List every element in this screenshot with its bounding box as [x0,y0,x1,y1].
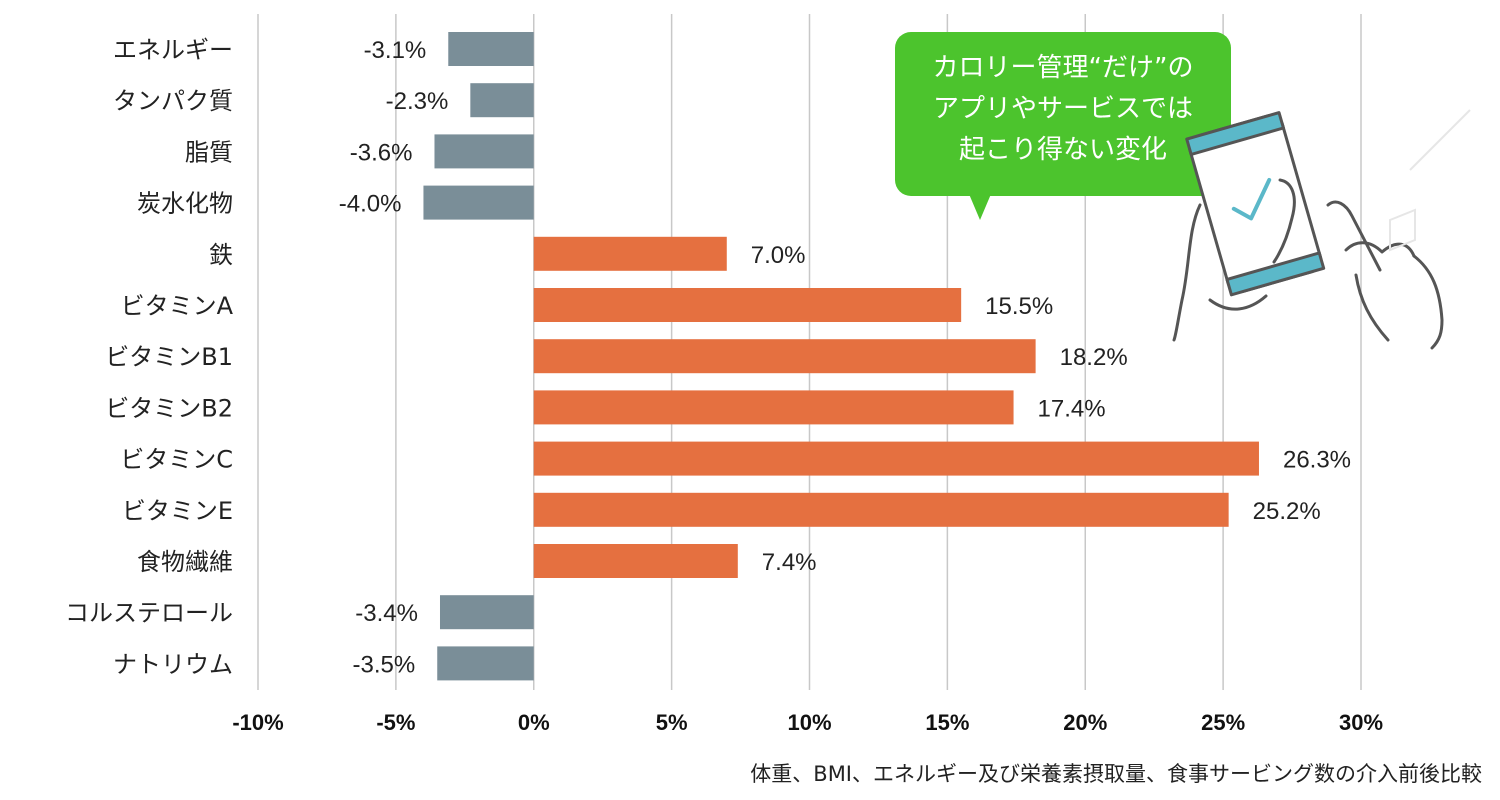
bar [533,441,1259,476]
category-label: 食物繊維 [137,548,233,576]
x-tick-label: -5% [376,710,415,735]
value-label: -2.3% [386,88,449,115]
bar [533,288,962,322]
callout-line-1: カロリー管理“だけ”の [932,53,1194,83]
bar [533,390,1014,425]
value-label: -3.1% [364,37,427,64]
bar [434,134,534,169]
bar [533,236,727,271]
x-tick-label: 25% [1201,710,1245,735]
category-label: 炭水化物 [137,190,233,218]
category-label: 脂質 [185,138,233,166]
category-label: ビタミンC [120,446,233,474]
x-axis-ticks: -10% -5% 0% 5% 10% 15% 20% 25% 30% [232,710,1383,735]
category-label: 鉄 [209,241,233,269]
callout-tail [969,194,991,220]
bar [448,32,534,66]
bars [423,32,1259,681]
category-label: ビタミンA [121,292,234,320]
x-tick-label: 15% [925,710,969,735]
value-label: 25.2% [1253,498,1321,525]
category-label: ビタミンE [122,497,233,525]
smartphone-hand-check-icon [1172,109,1471,350]
category-label: タンパク質 [113,87,233,115]
chart-caption: 体重、BMI、エネルギー及び栄養素摂取量、食事サービング数の介入前後比較 [750,762,1482,786]
x-tick-label: 0% [518,710,550,735]
category-label: ナトリウム [113,650,233,678]
category-label: コルステロール [65,599,233,627]
x-tick-label: 10% [787,710,831,735]
bar [439,595,534,630]
callout-line-2: アプリやサービスでは [932,94,1193,124]
x-tick-label: -10% [232,710,283,735]
value-labels: -3.1% -2.3% -3.6% -4.0% 7.0% 15.5% 18.2% 17.4% 2… [339,37,1351,678]
x-tick-label: 30% [1339,710,1383,735]
value-label: -3.6% [350,139,413,166]
bar [533,492,1229,527]
category-label: エネルギー [113,36,233,64]
bar [423,185,534,220]
value-label: 7.4% [762,549,817,576]
bar [533,544,738,578]
x-tick-label: 5% [656,710,688,735]
value-label: 18.2% [1060,344,1128,371]
value-label: 17.4% [1038,395,1106,422]
bar [470,83,534,118]
value-label: -4.0% [339,191,402,218]
callout-bubble: カロリー管理“だけ”の アプリやサービスでは 起こり得ない変化 [895,32,1231,196]
x-tick-label: 20% [1063,710,1107,735]
value-label: 26.3% [1283,447,1351,474]
callout-line-3: 起こり得ない変化 [958,135,1167,165]
bar [533,339,1036,374]
value-label: 7.0% [751,242,806,269]
category-label: ビタミンB2 [105,394,233,422]
value-label: 15.5% [985,293,1053,320]
category-label: ビタミンB1 [105,343,233,371]
bar [437,646,534,681]
value-label: -3.5% [353,651,416,678]
value-label: -3.4% [355,600,418,627]
